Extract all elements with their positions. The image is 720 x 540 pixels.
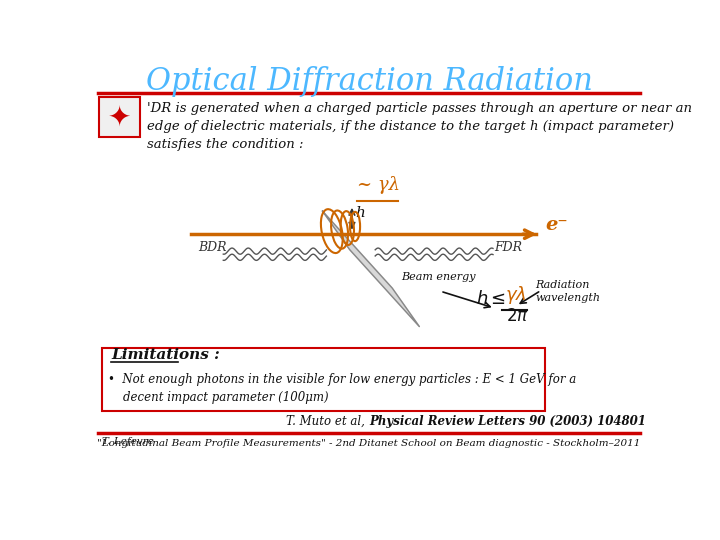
Text: Physical Review Letters 90 (2003) 104801: Physical Review Letters 90 (2003) 104801 [369,415,646,428]
Text: Limitations :: Limitations : [111,348,220,362]
Text: T. Lefevre: T. Lefevre [102,437,153,445]
Text: ✦: ✦ [108,103,131,131]
Text: BDR: BDR [199,241,227,254]
Text: Radiation
wavelength: Radiation wavelength [536,280,600,303]
Text: $2\pi$: $2\pi$ [506,307,529,325]
Text: ~ γλ: ~ γλ [357,176,400,193]
Text: $h \leq$: $h \leq$ [476,289,506,307]
Text: •  Not enough photons in the visible for low energy particles : E < 1 GeV for a
: • Not enough photons in the visible for … [108,373,576,404]
Polygon shape [323,211,419,327]
Text: h: h [355,206,365,220]
FancyBboxPatch shape [102,348,545,411]
Text: FDR: FDR [495,241,523,254]
FancyBboxPatch shape [99,97,140,137]
Text: "Longitudinal Beam Profile Measurements" - 2nd Ditanet School on Beam diagnostic: "Longitudinal Beam Profile Measurements"… [97,439,641,448]
Text: Optical Diffraction Radiation: Optical Diffraction Radiation [145,66,593,97]
Text: e⁻: e⁻ [545,217,567,234]
Text: Beam energy: Beam energy [402,272,476,282]
Text: 'DR is generated when a charged particle passes through an aperture or near an
e: 'DR is generated when a charged particle… [147,102,692,151]
Text: T. Muto et al,: T. Muto et al, [287,415,369,428]
Text: $\gamma\lambda$: $\gamma\lambda$ [505,284,526,306]
